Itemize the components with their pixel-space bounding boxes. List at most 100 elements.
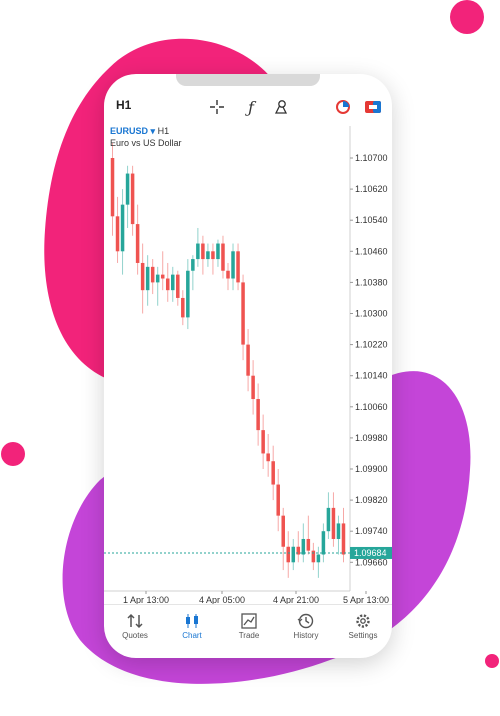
candle-body xyxy=(286,546,291,563)
pink-dot-top xyxy=(450,0,484,34)
bottom-navigation: Quotes Chart Trade History Settings xyxy=(104,604,392,658)
crosshair-icon[interactable] xyxy=(206,96,228,118)
candle-body xyxy=(321,531,326,555)
y-tick-label: 1.09820 xyxy=(355,495,388,505)
candle-body xyxy=(241,282,245,345)
history-icon xyxy=(277,611,335,631)
y-tick-label: 1.10140 xyxy=(355,371,388,381)
symbol-label: EURUSD ▾ H1 xyxy=(110,126,169,137)
symbol-timeframe: H1 xyxy=(157,126,170,136)
candle-body xyxy=(326,507,331,532)
nav-chart-label: Chart xyxy=(182,631,202,640)
current-price-label: 1.09684 xyxy=(354,548,387,558)
candle-body xyxy=(196,243,200,260)
candle-body xyxy=(226,270,230,279)
candle-body xyxy=(291,546,296,563)
candle-body xyxy=(316,554,321,563)
candle-body xyxy=(125,173,130,205)
candle-body xyxy=(186,270,190,318)
candle-body xyxy=(110,158,115,217)
candle-body xyxy=(341,523,346,555)
x-tick-label: 4 Apr 05:00 xyxy=(199,595,245,604)
candle-body xyxy=(281,515,285,547)
candle-body xyxy=(276,484,280,516)
candle-body xyxy=(171,274,175,291)
candle-body xyxy=(155,274,160,283)
quotes-icon xyxy=(106,611,164,631)
candle-body xyxy=(115,216,120,252)
y-tick-label: 1.09900 xyxy=(355,464,388,474)
candle-body xyxy=(140,262,145,291)
nav-settings-label: Settings xyxy=(348,631,378,640)
symbol-description: Euro vs US Dollar xyxy=(110,138,182,148)
candle-body xyxy=(221,243,225,271)
candle-body xyxy=(160,274,165,279)
candle-body xyxy=(306,538,311,551)
trade-chart-icon xyxy=(220,611,278,631)
candle-body xyxy=(150,266,155,283)
candle-body xyxy=(165,278,170,291)
y-tick-label: 1.09740 xyxy=(355,526,388,536)
y-tick-label: 1.09660 xyxy=(355,557,388,567)
candle-body xyxy=(246,344,250,376)
candle-body xyxy=(251,375,255,400)
pink-dot-left xyxy=(1,442,25,466)
x-tick-label: 4 Apr 21:00 xyxy=(273,595,319,604)
nav-history-label: History xyxy=(293,631,319,640)
candle-body xyxy=(336,523,341,539)
candle-body xyxy=(266,453,270,462)
candle-body xyxy=(216,243,220,260)
trade-icon[interactable] xyxy=(362,96,384,118)
candle-body xyxy=(256,399,260,431)
candle-body xyxy=(145,266,150,291)
phone-frame: 1.10700 1.10620 1.10540 1.10460 1.10380 1.103… xyxy=(104,74,392,658)
y-tick-label: 1.10380 xyxy=(355,277,388,287)
timeframe-button[interactable]: H1 xyxy=(116,98,132,112)
y-tick-label: 1.09980 xyxy=(355,433,388,443)
phone-notch xyxy=(176,74,320,86)
candle-body xyxy=(176,274,180,298)
y-tick-label: 1.10540 xyxy=(355,215,388,225)
nav-trade-label: Trade xyxy=(238,631,260,640)
y-tick-label: 1.10300 xyxy=(355,309,388,319)
nav-chart[interactable]: Chart xyxy=(163,611,221,640)
objects-icon[interactable] xyxy=(270,96,292,118)
y-tick-label: 1.10460 xyxy=(355,246,388,256)
candle-body xyxy=(236,251,240,283)
function-icon[interactable]: ƒ xyxy=(248,97,254,117)
candle-body xyxy=(201,243,205,260)
nav-history[interactable]: History xyxy=(277,611,335,640)
nav-trade[interactable]: Trade xyxy=(220,611,278,640)
candle-body xyxy=(130,173,135,225)
candle-body xyxy=(191,259,195,271)
settings-icon xyxy=(334,611,392,631)
candle-body xyxy=(231,251,235,279)
x-tick-label: 5 Apr 13:00 xyxy=(343,595,389,604)
nav-settings[interactable]: Settings xyxy=(334,611,392,640)
pink-dot-bottom xyxy=(485,654,499,668)
nav-quotes-label: Quotes xyxy=(122,631,148,640)
one-click-icon[interactable] xyxy=(332,96,354,118)
candle-body xyxy=(261,430,265,454)
candle-body xyxy=(301,538,306,555)
candle-body xyxy=(120,204,125,252)
symbol-name[interactable]: EURUSD xyxy=(110,126,149,136)
x-tick-label: 1 Apr 13:00 xyxy=(123,595,169,604)
y-tick-label: 1.10700 xyxy=(355,153,388,163)
candle-body xyxy=(135,224,140,263)
candle-body xyxy=(211,251,215,260)
chart-toolbar: H1 ƒ xyxy=(104,92,392,122)
candle-body xyxy=(311,550,316,563)
candle-body xyxy=(271,461,275,485)
candle-body xyxy=(296,546,301,555)
nav-quotes[interactable]: Quotes xyxy=(106,611,164,640)
y-tick-label: 1.10220 xyxy=(355,340,388,350)
price-chart[interactable]: 1.10700 1.10620 1.10540 1.10460 1.10380 1.103… xyxy=(104,74,392,604)
candle-body xyxy=(181,297,185,318)
chart-icon xyxy=(163,611,221,631)
y-tick-label: 1.10620 xyxy=(355,184,388,194)
symbol-dropdown-icon[interactable]: ▾ xyxy=(150,126,156,136)
candle-body xyxy=(331,507,336,539)
current-price-badge xyxy=(350,546,392,559)
y-tick-label: 1.10060 xyxy=(355,402,388,412)
